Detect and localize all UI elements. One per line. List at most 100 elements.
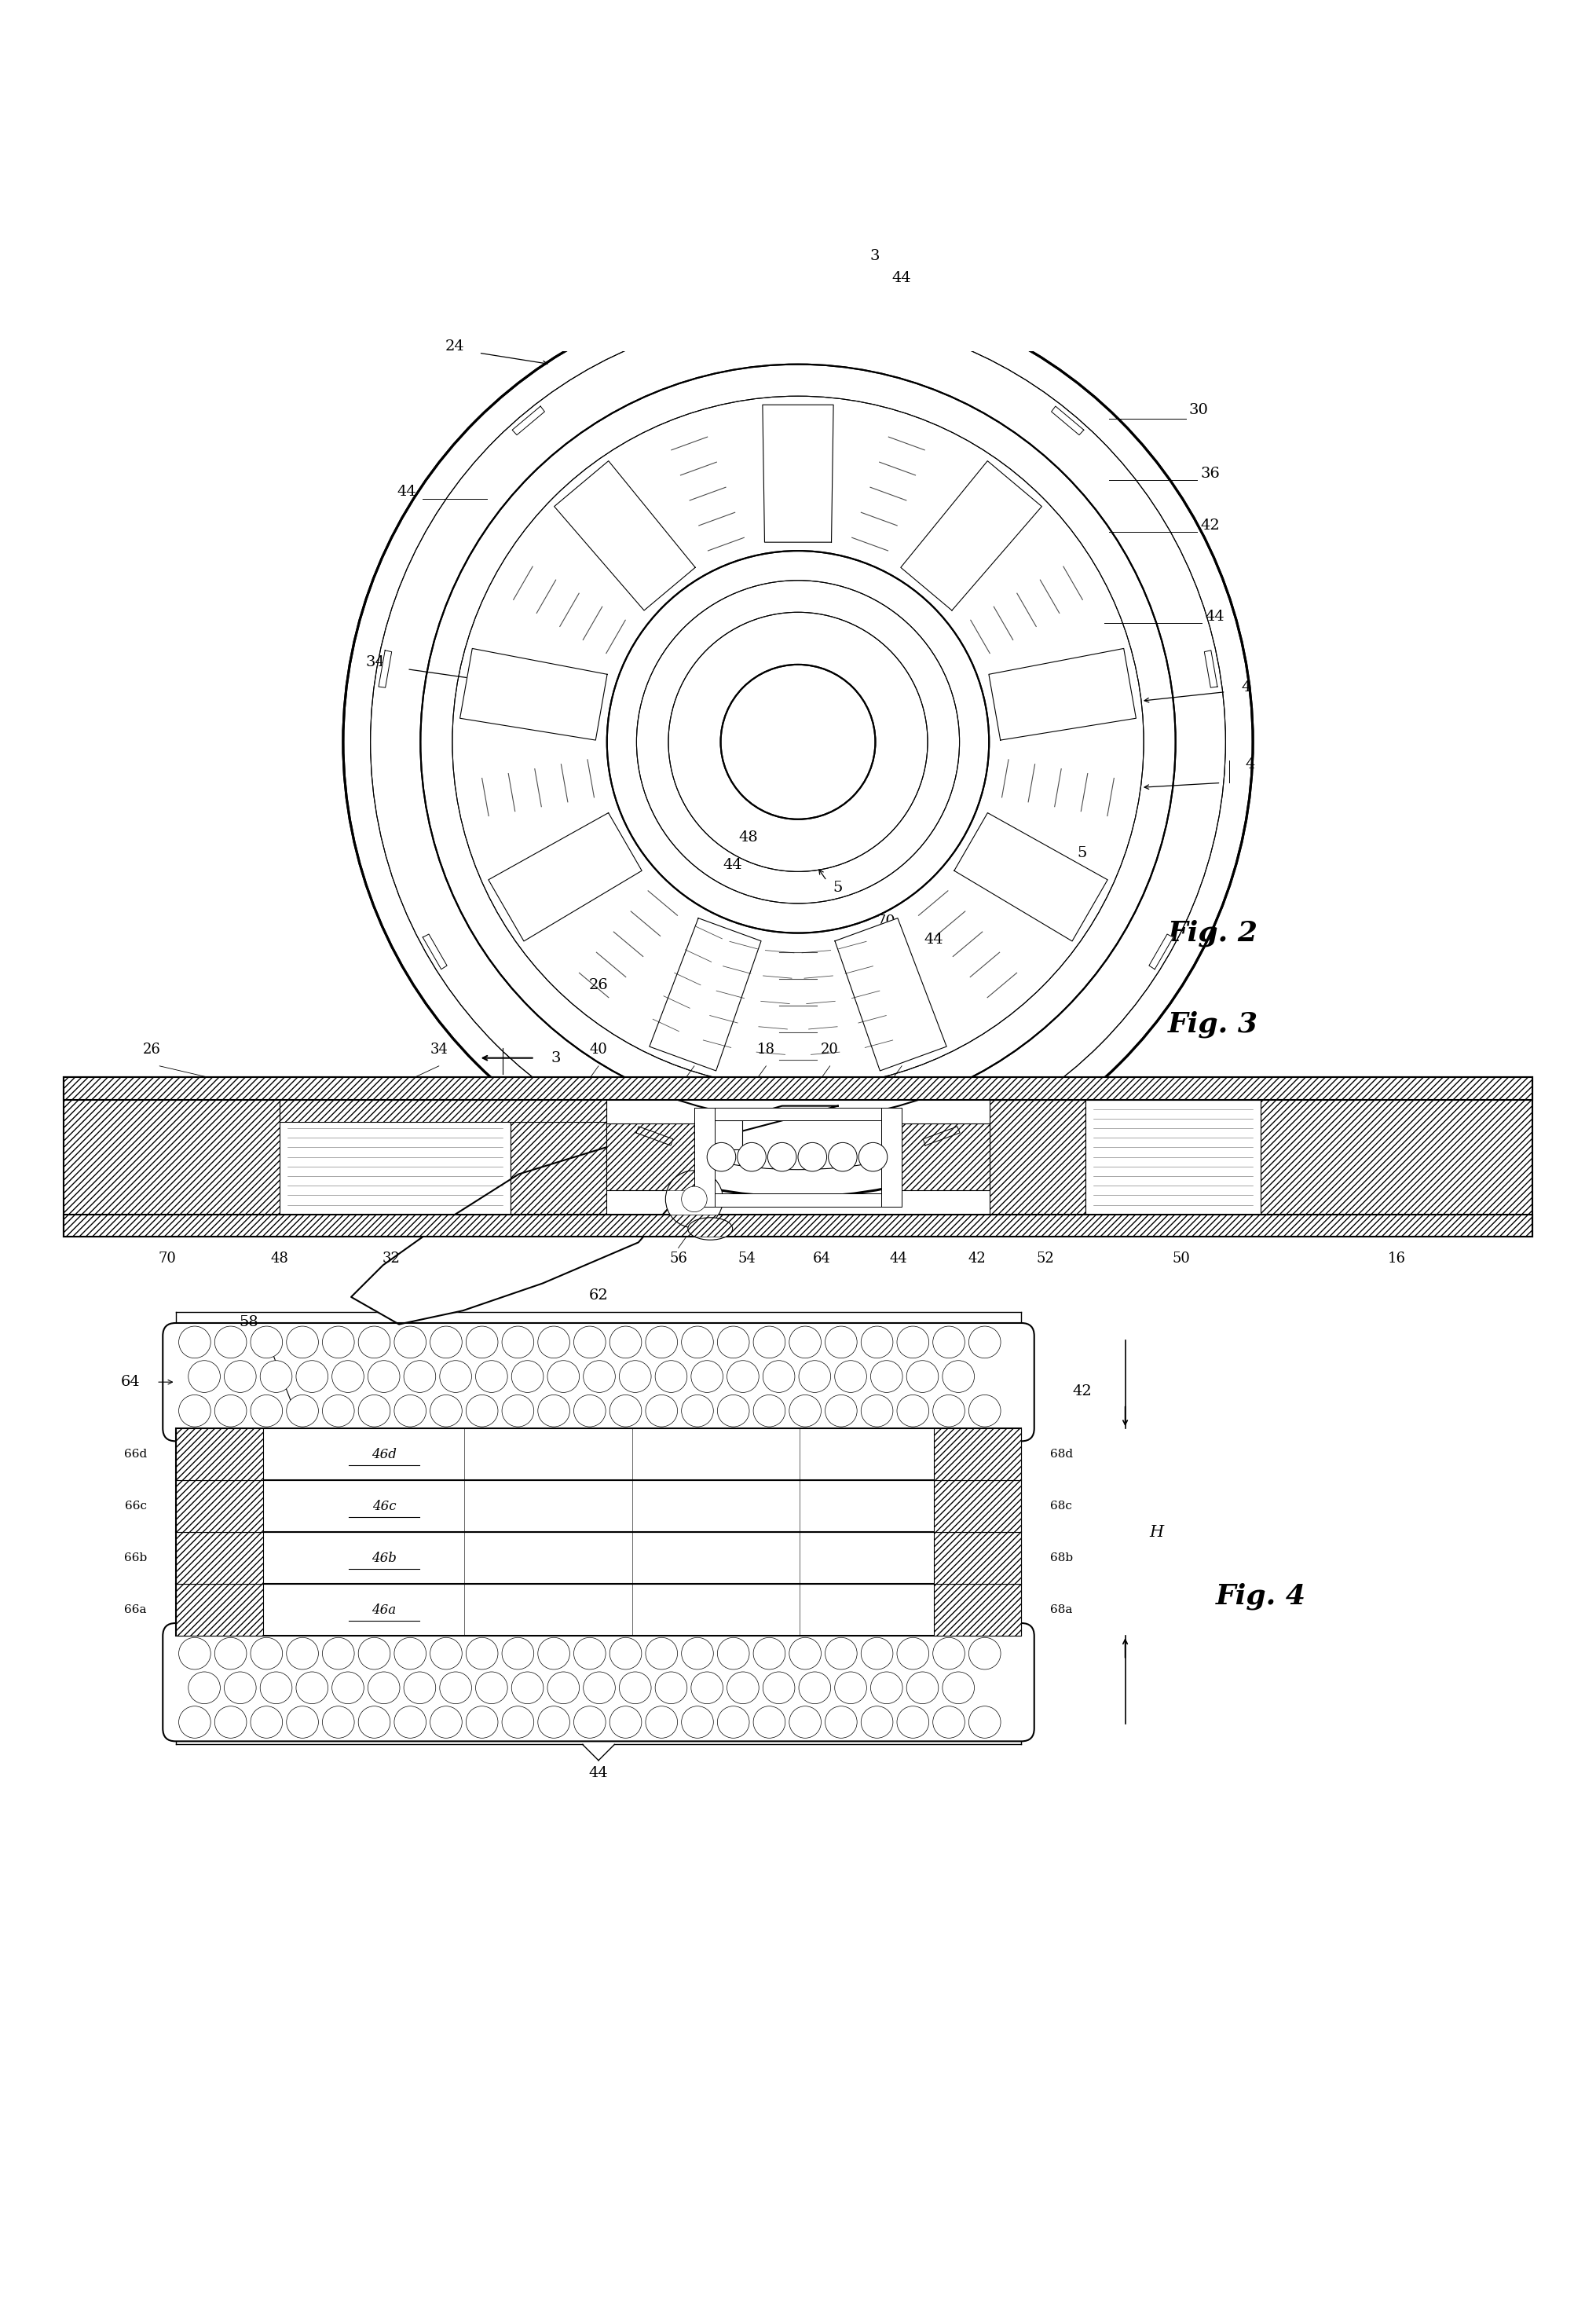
Text: 3: 3	[870, 248, 879, 262]
Circle shape	[654, 1673, 688, 1703]
Bar	[64, 1078, 343, 1236]
Text: 50: 50	[1029, 869, 1049, 882]
Circle shape	[501, 1326, 533, 1358]
Bar	[694, 1108, 902, 1119]
Circle shape	[681, 1638, 713, 1668]
Text: 68d: 68d	[1050, 1448, 1073, 1459]
Circle shape	[969, 1638, 1001, 1668]
Bar	[64, 1078, 1532, 1236]
Circle shape	[466, 1326, 498, 1358]
Text: 36: 36	[1200, 466, 1219, 480]
Circle shape	[691, 1360, 723, 1393]
FancyBboxPatch shape	[163, 1622, 1034, 1742]
Circle shape	[681, 1705, 713, 1737]
Text: 34: 34	[429, 1043, 448, 1057]
Circle shape	[619, 1673, 651, 1703]
Bar	[934, 1533, 1021, 1583]
Circle shape	[969, 1326, 1001, 1358]
Circle shape	[934, 1395, 964, 1427]
Circle shape	[343, 287, 1253, 1197]
Circle shape	[798, 1360, 830, 1393]
Circle shape	[862, 1395, 894, 1427]
Bar	[176, 1480, 263, 1533]
Circle shape	[358, 1326, 389, 1358]
Circle shape	[788, 1705, 820, 1737]
Circle shape	[681, 1326, 713, 1358]
Polygon shape	[922, 1126, 959, 1144]
Polygon shape	[954, 813, 1108, 942]
Text: 5: 5	[833, 880, 843, 894]
Text: 40: 40	[589, 1043, 608, 1057]
Text: 68a: 68a	[1050, 1604, 1073, 1615]
Bar	[606, 1124, 694, 1190]
Text: 4: 4	[1245, 758, 1254, 772]
Bar	[694, 1108, 715, 1206]
Bar	[279, 1098, 606, 1121]
Text: 44: 44	[1205, 609, 1224, 623]
Text: 38: 38	[892, 1043, 911, 1057]
Bar	[934, 1583, 1021, 1636]
Circle shape	[431, 1326, 463, 1358]
Polygon shape	[1149, 935, 1173, 970]
Polygon shape	[378, 650, 391, 687]
Circle shape	[753, 1395, 785, 1427]
Bar	[1261, 1078, 1532, 1236]
Polygon shape	[488, 813, 642, 942]
Circle shape	[619, 1360, 651, 1393]
Text: 54: 54	[737, 1250, 757, 1266]
Circle shape	[322, 1705, 354, 1737]
Text: 44: 44	[723, 857, 742, 871]
Circle shape	[645, 1326, 678, 1358]
Polygon shape	[990, 648, 1136, 740]
Circle shape	[788, 1395, 820, 1427]
Polygon shape	[637, 1126, 674, 1144]
Circle shape	[753, 1705, 785, 1737]
Circle shape	[287, 1705, 319, 1737]
Bar	[176, 1583, 263, 1636]
Circle shape	[753, 1638, 785, 1668]
Text: 52: 52	[1036, 1250, 1055, 1266]
Circle shape	[691, 1673, 723, 1703]
Circle shape	[707, 1142, 736, 1172]
Circle shape	[466, 1395, 498, 1427]
Circle shape	[297, 1360, 329, 1393]
Circle shape	[606, 552, 990, 933]
FancyBboxPatch shape	[163, 1324, 1034, 1441]
Circle shape	[440, 1673, 472, 1703]
Bar	[511, 1098, 606, 1213]
Circle shape	[440, 1360, 472, 1393]
Text: 44: 44	[397, 485, 417, 499]
Bar	[176, 1429, 1021, 1480]
Circle shape	[788, 1638, 820, 1668]
Text: 20: 20	[820, 1043, 839, 1057]
Circle shape	[788, 1326, 820, 1358]
Circle shape	[332, 1360, 364, 1393]
Bar	[176, 1533, 1021, 1583]
Circle shape	[726, 1673, 760, 1703]
Circle shape	[394, 1395, 426, 1427]
Circle shape	[717, 1638, 750, 1668]
Circle shape	[358, 1395, 389, 1427]
Circle shape	[666, 1170, 723, 1227]
Text: 66a: 66a	[124, 1604, 147, 1615]
Bar	[990, 1098, 1085, 1213]
Circle shape	[969, 1705, 1001, 1737]
Circle shape	[862, 1638, 894, 1668]
Circle shape	[862, 1326, 894, 1358]
Text: 44: 44	[892, 271, 911, 285]
Circle shape	[501, 1395, 533, 1427]
Polygon shape	[779, 319, 817, 326]
Circle shape	[394, 1638, 426, 1668]
Circle shape	[825, 1326, 857, 1358]
Text: 4: 4	[1242, 680, 1251, 694]
Bar	[64, 1078, 1532, 1098]
Text: 42: 42	[967, 1250, 986, 1266]
Polygon shape	[1205, 650, 1218, 687]
Circle shape	[610, 1326, 642, 1358]
Circle shape	[828, 1142, 857, 1172]
Circle shape	[897, 1638, 929, 1668]
Circle shape	[404, 1360, 436, 1393]
Bar	[606, 1124, 694, 1190]
Text: 46a: 46a	[372, 1604, 396, 1618]
Circle shape	[466, 1638, 498, 1668]
